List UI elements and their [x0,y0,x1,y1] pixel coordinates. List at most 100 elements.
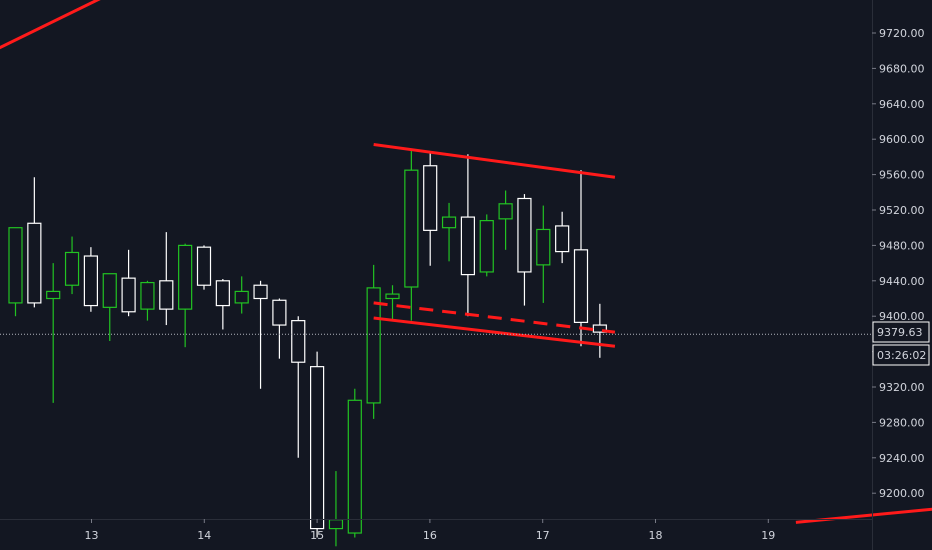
x-tick-label: 14 [197,529,211,542]
x-tick-label: 17 [536,529,550,542]
candle [423,152,438,266]
candle-body [83,255,99,307]
candle [27,177,42,308]
candle-body [121,277,136,313]
candle-body [272,299,287,326]
candle-body [517,197,532,273]
y-tick-label: 9480.00 [879,239,925,252]
candle-body [8,227,23,304]
red-trendline[interactable] [795,487,932,524]
price-axis[interactable]: 9720.00 9680.00 9640.00 9600.00 9560.00 9520.… [872,0,925,550]
candle [460,154,475,317]
candle [385,285,400,321]
candle [215,279,230,330]
candle-body [423,165,438,231]
countdown-label: 03:26:02 [877,349,926,362]
candle [64,236,80,295]
candle [291,316,306,458]
candle-body [215,280,230,307]
candle-body [366,287,381,404]
y-tick-label: 9320.00 [879,381,925,394]
x-tick-label: 13 [85,529,99,542]
candle-body [347,399,362,534]
y-tick-label: 9520.00 [879,204,925,217]
dashed-trendline[interactable] [373,301,616,334]
x-tick-label: 16 [423,529,437,542]
y-tick-label: 9720.00 [879,27,925,40]
countdown-tag: 03:26:02 [872,344,930,366]
candle [310,351,325,538]
candle-body [498,203,513,220]
candle-body [27,222,42,304]
x-ticks: 13 14 15 16 17 18 19 [85,519,775,542]
candle [536,205,551,303]
candle [347,388,362,538]
y-tick-label: 9400.00 [879,310,925,323]
candle-body [196,246,212,286]
candle-body [385,293,400,300]
candle [178,243,193,348]
x-tick-label: 15 [310,529,324,542]
candle-body [310,366,325,530]
candle [140,280,155,321]
candle [404,149,419,321]
candle-body [536,228,551,266]
candle [234,276,249,314]
y-tick-label: 9280.00 [879,416,925,429]
time-axis[interactable]: 13 14 15 16 17 18 19 [0,519,872,542]
candle [253,280,268,389]
candle-body [102,273,117,308]
candle-body [404,169,419,288]
candle-body [573,249,589,323]
trendlines-layer [0,0,932,524]
current-price-tag: 9379.63 [872,321,930,343]
candle-body [291,320,306,363]
y-tick-label: 9640.00 [879,98,925,111]
candle-body [253,284,268,300]
red-trendline[interactable] [373,143,616,179]
candle-body [178,244,193,310]
candle-body [441,216,457,229]
x-tick-label: 18 [649,529,663,542]
y-tick-label: 9200.00 [879,487,925,500]
candle [555,211,570,264]
current-price-label: 9379.63 [877,326,923,339]
candle [517,194,532,306]
candle-body [328,519,344,530]
x-tick-label: 19 [761,529,775,542]
candle [102,273,117,341]
candle [479,214,494,277]
candle-body [555,225,570,253]
candle [196,245,212,290]
y-tick-label: 9680.00 [879,62,925,75]
candle-body [46,290,61,300]
candle [159,232,174,326]
candle [441,202,457,262]
red-trendline[interactable] [0,0,102,86]
candle-body [140,281,155,310]
y-tick-label: 9600.00 [879,133,925,146]
candle-body [64,251,80,286]
candle [498,190,513,250]
y-tick-label: 9560.00 [879,169,925,182]
candles-layer [8,149,607,547]
y-tick-label: 9240.00 [879,452,925,465]
candle [592,303,607,358]
countdown-tag-box [872,344,930,366]
candle [46,263,61,403]
candle-body [234,290,249,304]
candle [8,227,23,317]
y-tick-label: 9440.00 [879,275,925,288]
candle-body [159,280,174,310]
y-ticks: 9720.00 9680.00 9640.00 9600.00 9560.00 9520.… [872,27,925,500]
candle [366,264,381,419]
candle-body [479,220,494,273]
candle-body [460,216,475,276]
candle [121,249,136,317]
current-price-tag-box [872,321,930,343]
red-trendline[interactable] [373,316,616,348]
candle [83,247,99,312]
candle-body [592,324,607,333]
candle [573,170,589,347]
